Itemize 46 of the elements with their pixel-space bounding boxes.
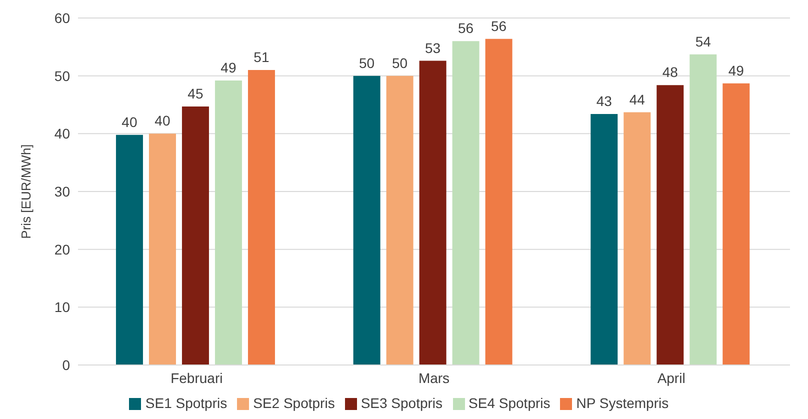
legend-label: SE2 Spotpris	[253, 395, 335, 411]
y-tick-label: 50	[54, 68, 70, 84]
y-tick-label: 0	[62, 356, 70, 373]
bar	[386, 76, 414, 365]
y-tick-label: 60	[54, 10, 70, 26]
y-tick-label: 20	[54, 241, 70, 258]
bar	[722, 83, 750, 365]
y-tick-label: 10	[54, 299, 70, 316]
bar	[353, 76, 380, 365]
bar	[248, 70, 275, 365]
bar	[182, 106, 209, 365]
data-label: 43	[596, 93, 612, 110]
bar	[214, 80, 242, 365]
y-tick-label: 40	[54, 126, 70, 142]
legend-label: SE1 Spotpris	[145, 395, 228, 411]
data-label: 49	[220, 59, 236, 76]
legend-label: SE3 Spotpris	[360, 395, 443, 411]
data-label: 56	[491, 18, 507, 34]
bar	[485, 38, 512, 365]
bar	[656, 85, 684, 365]
data-label: 40	[122, 114, 138, 130]
data-label: 48	[662, 64, 678, 80]
x-tick-label: Februari	[170, 370, 223, 386]
data-label: 53	[425, 40, 441, 56]
x-tick-label: April	[657, 370, 686, 386]
data-label: 40	[154, 112, 170, 129]
data-label: 54	[695, 33, 712, 50]
data-label: 50	[359, 54, 375, 71]
data-label: 56	[458, 20, 474, 36]
legend-label: NP Systempris	[576, 395, 669, 411]
bar	[690, 54, 717, 365]
legend-label: SE4 Spotpris	[468, 395, 550, 411]
y-tick-label: 30	[54, 183, 70, 200]
y-axis-title: Pris [EUR/MWh]	[18, 144, 34, 239]
bar	[452, 41, 480, 365]
bar	[590, 114, 618, 365]
data-label: 51	[254, 49, 270, 66]
data-label: 50	[392, 54, 408, 71]
data-label: 49	[728, 62, 744, 78]
x-tick-label: Mars	[418, 370, 450, 386]
data-label: 44	[629, 91, 646, 108]
bar	[148, 134, 176, 365]
data-label: 45	[188, 85, 204, 102]
bar	[116, 134, 143, 365]
bar	[419, 60, 446, 365]
bar	[624, 112, 651, 365]
